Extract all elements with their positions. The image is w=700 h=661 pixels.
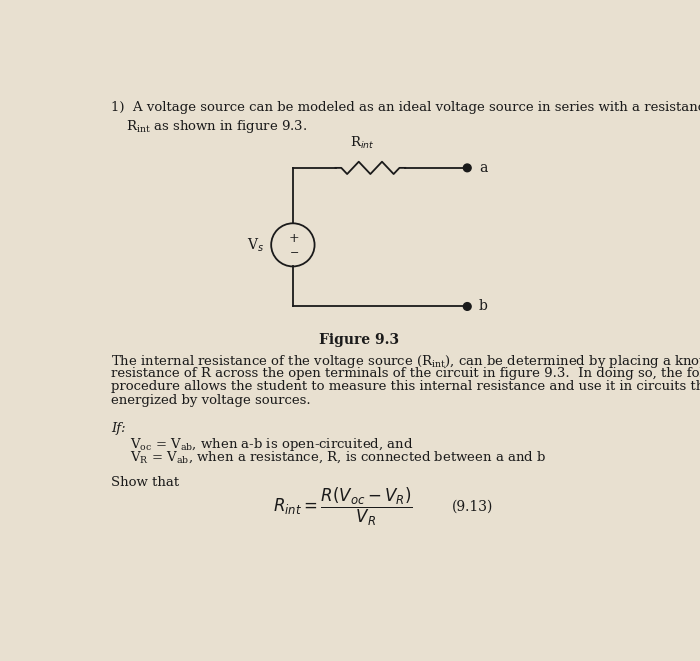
Text: −: − (290, 248, 299, 258)
Text: b: b (479, 299, 488, 313)
Text: resistance of R across the open terminals of the circuit in figure 9.3.  In doin: resistance of R across the open terminal… (111, 367, 700, 379)
Text: The internal resistance of the voltage source (R$_{\mathregular{int}}$), can be : The internal resistance of the voltage s… (111, 353, 700, 369)
Text: If:: If: (111, 422, 125, 435)
Text: Figure 9.3: Figure 9.3 (318, 333, 399, 348)
Text: R$_{\mathregular{int}}$ as shown in figure 9.3.: R$_{\mathregular{int}}$ as shown in figu… (126, 118, 307, 135)
Text: Show that: Show that (111, 476, 179, 489)
Text: procedure allows the student to measure this internal resistance and use it in c: procedure allows the student to measure … (111, 380, 700, 393)
Text: V$_{\mathregular{R}}$ = V$_{\mathregular{ab}}$, when a resistance, R, is connect: V$_{\mathregular{R}}$ = V$_{\mathregular… (130, 449, 547, 465)
Text: R$_{int}$: R$_{int}$ (351, 135, 375, 151)
Text: 1)  A voltage source can be modeled as an ideal voltage source in series with a : 1) A voltage source can be modeled as an… (111, 101, 700, 114)
Text: $R_{int} = \dfrac{R(V_{oc} - V_R)}{V_R}$: $R_{int} = \dfrac{R(V_{oc} - V_R)}{V_R}$ (273, 486, 413, 527)
Text: V$_{\mathregular{oc}}$ = V$_{\mathregular{ab}}$, when a-b is open-circuited, and: V$_{\mathregular{oc}}$ = V$_{\mathregula… (130, 436, 414, 453)
Circle shape (463, 164, 471, 172)
Text: +: + (289, 232, 300, 245)
Text: V$_s$: V$_s$ (247, 236, 265, 254)
Text: a: a (479, 161, 487, 175)
Text: energized by voltage sources.: energized by voltage sources. (111, 394, 310, 407)
Circle shape (463, 303, 471, 310)
Text: (9.13): (9.13) (452, 500, 493, 514)
